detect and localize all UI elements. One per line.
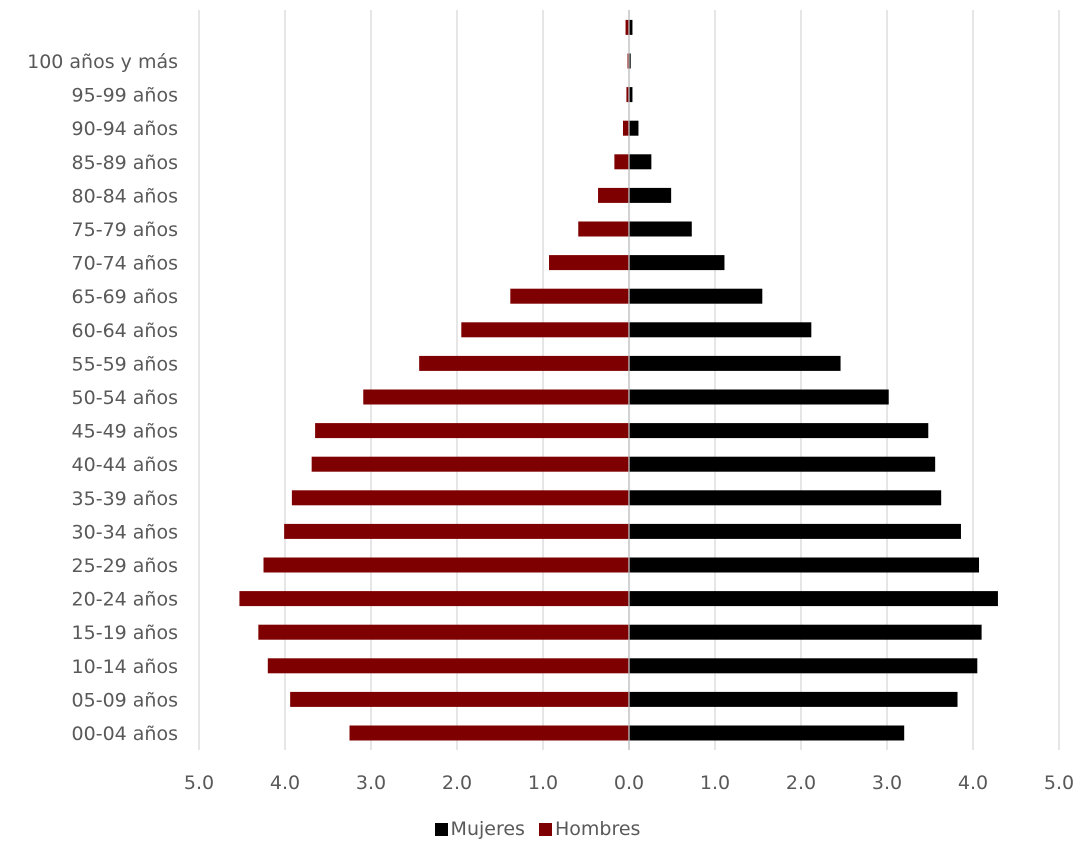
bar-hombres [461,322,629,338]
x-axis-tick-labels: 5.0 4.0 3.0 2.0 1.0 0.0 1.0 2.0 3.0 4.0 5.0 [184,772,1074,794]
bar-mujeres [629,490,942,506]
category-label: 75-79 años [72,219,178,241]
category-labels: 00-04 años 05-09 años 10-14 años 15-19 años… [27,51,178,745]
bar-mujeres [629,456,936,472]
bar-mujeres [629,87,633,103]
x-tick-label: 1.0 [700,772,730,794]
category-label: 25-29 años [72,555,178,577]
legend-label-hombres: Hombres [554,818,641,840]
bar-mujeres [629,255,725,271]
bar-mujeres [629,322,812,338]
bar-mujeres [629,19,633,35]
bar-hombres [349,725,629,741]
bar-hombres [598,187,629,203]
bar-mujeres [629,423,929,439]
bar-hombres [622,120,629,136]
bar-hombres [614,154,629,170]
bar-hombres [258,624,629,640]
bar-hombres [578,221,629,237]
bar-hombres [363,389,629,405]
bar-hombres [626,87,629,103]
bar-mujeres [629,523,961,539]
bar-mujeres [629,557,980,573]
bar-mujeres [629,355,841,371]
legend: Mujeres Hombres [0,818,1075,841]
bar-mujeres [629,221,692,237]
bar-hombres [311,456,629,472]
bar-hombres [510,288,629,304]
category-label: 95-99 años [72,85,178,107]
x-tick-label: 3.0 [356,772,386,794]
bar-hombres [284,523,629,539]
bar-hombres [549,255,629,271]
category-label: 100 años y más [27,51,178,73]
category-label: 20-24 años [72,589,178,611]
x-tick-label: 5.0 [1044,772,1074,794]
legend-item-hombres: Hombres [538,818,641,840]
category-label: 85-89 años [72,152,178,174]
bar-hombres [263,557,629,573]
category-label: 45-49 años [72,421,178,443]
x-tick-label: 0.0 [614,772,644,794]
category-label: 40-44 años [72,454,178,476]
category-label: 80-84 años [72,185,178,207]
bars [239,10,998,750]
legend-swatch-mujeres [434,822,448,836]
bar-hombres [315,423,629,439]
category-label: 35-39 años [72,488,178,510]
x-tick-label: 1.0 [528,772,558,794]
bar-mujeres [629,658,978,674]
x-tick-label: 2.0 [442,772,472,794]
bar-mujeres [629,187,672,203]
category-label: 60-64 años [72,320,178,342]
bar-hombres [290,691,629,707]
category-label: 05-09 años [72,689,178,711]
bar-hombres [627,53,629,69]
bar-mujeres [629,389,889,405]
category-label: 30-34 años [72,521,178,543]
bar-hombres [291,490,629,506]
bar-mujeres [629,691,958,707]
bar-mujeres [629,591,998,607]
bar-mujeres [629,725,905,741]
x-tick-label: 4.0 [270,772,300,794]
bar-mujeres [629,120,639,136]
bar-hombres [267,658,629,674]
category-label: 10-14 años [72,656,178,678]
x-tick-label: 5.0 [184,772,214,794]
category-label: 00-04 años [72,723,178,745]
bar-mujeres [629,288,763,304]
category-label: 65-69 años [72,286,178,308]
bar-hombres [625,19,629,35]
category-label: 55-59 años [72,353,178,375]
bar-hombres [419,355,629,371]
population-pyramid-chart: 00-04 años 05-09 años 10-14 años 15-19 años… [27,10,1074,794]
bar-mujeres [629,53,631,69]
category-label: 70-74 años [72,253,178,275]
legend-label-mujeres: Mujeres [450,818,525,840]
x-tick-label: 4.0 [958,772,988,794]
bar-mujeres [629,624,982,640]
x-tick-label: 2.0 [786,772,816,794]
legend-item-mujeres: Mujeres [434,818,525,840]
category-label: 90-94 años [72,118,178,140]
legend-swatch-hombres [538,822,552,836]
category-label: 15-19 años [72,622,178,644]
x-tick-label: 3.0 [872,772,902,794]
bar-hombres [239,591,630,607]
category-label: 50-54 años [72,387,178,409]
bar-mujeres [629,154,652,170]
